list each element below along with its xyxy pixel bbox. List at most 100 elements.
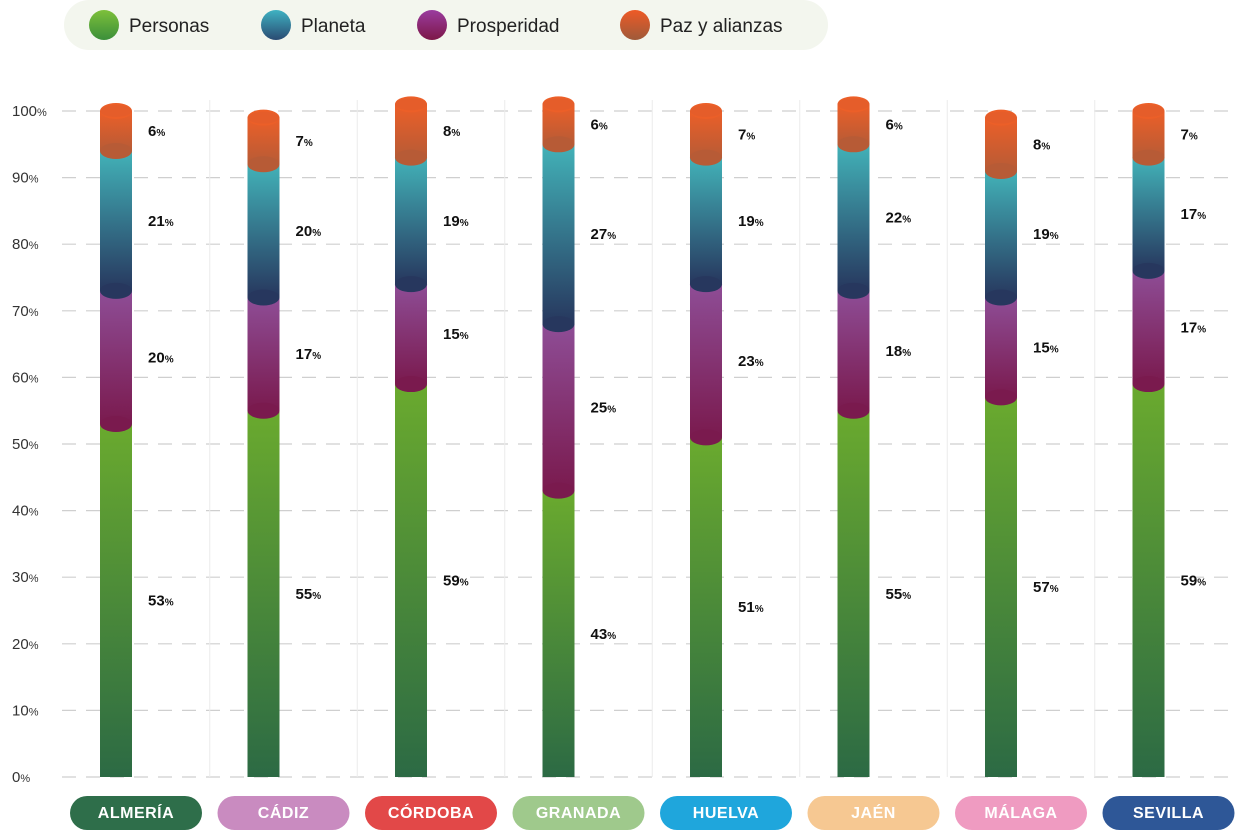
y-tick-label-50: 50% xyxy=(12,436,39,453)
bar-planeta-2-body xyxy=(395,157,427,285)
bar-paz-y-alianzas-2 xyxy=(395,96,427,166)
bar-planeta-6-body xyxy=(985,170,1017,298)
bar-planeta-0-bottom-cap xyxy=(100,282,132,299)
category-label-5: JAÉN xyxy=(851,803,896,822)
bar-prosperidad-7 xyxy=(1132,262,1165,393)
bar-planeta-1 xyxy=(247,156,280,306)
category-pill-2: CÓRDOBA xyxy=(365,796,497,830)
category-pill-bg-0 xyxy=(70,796,202,830)
value-label-planeta-5: 22% xyxy=(886,210,912,227)
bar-prosperidad-4-body xyxy=(690,284,722,438)
bar-prosperidad-7-bottom-cap xyxy=(1132,376,1165,393)
bar-personas-5-body xyxy=(837,410,870,777)
bar-prosperidad-1-body xyxy=(247,297,280,411)
value-label-personas-4: 51% xyxy=(738,599,764,616)
value-label-paz-y-alianzas-6: 8% xyxy=(1033,136,1050,153)
bar-paz-y-alianzas-5-bottom-cap xyxy=(837,136,870,153)
bar-personas-4 xyxy=(690,429,722,777)
bar-prosperidad-0-body xyxy=(100,290,132,425)
bar-prosperidad-4-bottom-cap xyxy=(690,429,722,446)
bar-paz-y-alianzas-2-bottom-cap xyxy=(395,149,427,166)
value-label-personas-3: 43% xyxy=(591,626,617,643)
bar-paz-y-alianzas-2-top-cap xyxy=(395,96,427,113)
bar-personas-6-body xyxy=(985,397,1017,777)
y-tick-label-80: 80% xyxy=(12,236,39,253)
bar-paz-y-alianzas-5 xyxy=(837,96,870,153)
bar-paz-y-alianzas-3 xyxy=(542,96,575,153)
bar-top-highlight-3 xyxy=(542,98,575,111)
bar-paz-y-alianzas-3-top-cap xyxy=(542,96,575,113)
category-pill-bg-5 xyxy=(807,796,940,830)
bar-paz-y-alianzas-1-top-cap xyxy=(247,109,280,126)
bar-personas-0-body xyxy=(100,424,132,777)
value-label-paz-y-alianzas-2: 8% xyxy=(443,123,460,140)
bar-personas-1 xyxy=(247,402,280,777)
bar-planeta-5-body xyxy=(837,144,870,291)
bar-top-highlight-7 xyxy=(1132,105,1165,117)
bar-personas-1-body xyxy=(247,410,280,777)
category-label-0: ALMERÍA xyxy=(98,803,174,822)
bar-top-highlight-1 xyxy=(247,111,280,124)
legend-label-0: Personas xyxy=(129,16,209,37)
bar-personas-2 xyxy=(395,376,427,777)
category-label-6: MÁLAGA xyxy=(984,803,1057,822)
bar-personas-7 xyxy=(1132,376,1165,777)
bar-paz-y-alianzas-0-top-cap xyxy=(100,103,132,119)
bar-planeta-2-bottom-cap xyxy=(395,276,427,293)
category-pill-0: ALMERÍA xyxy=(70,796,202,830)
bar-paz-y-alianzas-6-bottom-cap xyxy=(985,162,1017,179)
y-tick-label-10: 10% xyxy=(12,702,39,719)
bar-prosperidad-7-body xyxy=(1132,270,1165,385)
bar-paz-y-alianzas-2-body xyxy=(395,104,427,158)
bar-prosperidad-4 xyxy=(690,276,722,446)
y-tick-label-0: 0% xyxy=(12,769,30,786)
legend-label-3: Paz y alianzas xyxy=(660,16,783,37)
bar-paz-y-alianzas-4-top-cap xyxy=(690,103,722,119)
y-tick-label-30: 30% xyxy=(12,569,39,586)
value-label-personas-5: 55% xyxy=(886,586,912,603)
bar-top-highlight-6 xyxy=(985,111,1017,124)
value-label-planeta-7: 17% xyxy=(1181,206,1207,223)
category-label-4: HUELVA xyxy=(693,805,759,822)
value-label-personas-6: 57% xyxy=(1033,579,1059,596)
purple-circle-icon xyxy=(417,10,447,40)
y-tick-label-40: 40% xyxy=(12,503,39,520)
bar-planeta-0 xyxy=(100,142,132,299)
value-label-paz-y-alianzas-3: 6% xyxy=(591,116,608,133)
bar-personas-0 xyxy=(100,416,132,777)
y-tick-label-100: 100% xyxy=(12,103,47,120)
bar-prosperidad-2 xyxy=(395,276,427,393)
bar-paz-y-alianzas-1-bottom-cap xyxy=(247,156,280,173)
bar-prosperidad-5 xyxy=(837,282,870,419)
bar-prosperidad-2-body xyxy=(395,284,427,385)
value-label-prosperidad-3: 25% xyxy=(591,399,617,416)
value-label-paz-y-alianzas-1: 7% xyxy=(296,133,313,150)
category-pill-4: HUELVA xyxy=(660,796,792,830)
bar-planeta-4-bottom-cap xyxy=(690,276,722,293)
category-pill-bg-4 xyxy=(660,796,792,830)
value-label-planeta-1: 20% xyxy=(296,223,322,240)
bar-paz-y-alianzas-6-top-cap xyxy=(985,109,1017,126)
bar-paz-y-alianzas-0-bottom-cap xyxy=(100,142,132,159)
value-label-planeta-2: 19% xyxy=(443,213,469,230)
bar-top-highlight-0 xyxy=(100,105,132,117)
legend-label-2: Prosperidad xyxy=(457,16,559,37)
y-tick-label-60: 60% xyxy=(12,369,39,386)
bar-paz-y-alianzas-0 xyxy=(100,103,132,159)
category-pill-bg-2 xyxy=(365,796,497,830)
value-label-prosperidad-1: 17% xyxy=(296,346,322,363)
value-label-planeta-0: 21% xyxy=(148,213,174,230)
bar-planeta-3-body xyxy=(542,144,575,325)
bar-planeta-4 xyxy=(690,149,722,293)
value-label-personas-2: 59% xyxy=(443,573,469,590)
value-label-planeta-4: 19% xyxy=(738,213,764,230)
bar-paz-y-alianzas-4-bottom-cap xyxy=(690,149,722,166)
value-label-paz-y-alianzas-0: 6% xyxy=(148,123,165,140)
bar-top-highlight-2 xyxy=(395,98,427,111)
value-label-personas-1: 55% xyxy=(296,586,322,603)
y-tick-label-20: 20% xyxy=(12,636,39,653)
value-label-prosperidad-0: 20% xyxy=(148,349,174,366)
bar-paz-y-alianzas-3-bottom-cap xyxy=(542,136,575,153)
bar-top-highlight-4 xyxy=(690,105,722,117)
